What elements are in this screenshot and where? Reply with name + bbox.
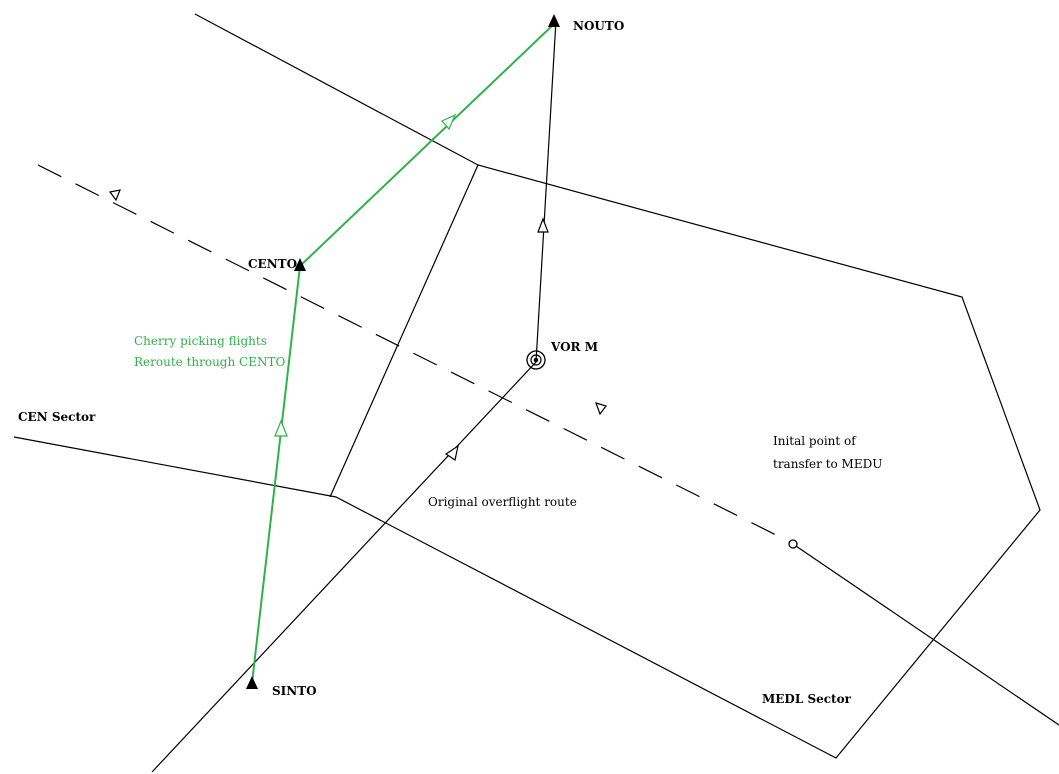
vor-icon (526, 350, 546, 370)
vor-label: VOR M (550, 340, 598, 354)
transfer-line (792, 543, 1059, 726)
original-route (151, 19, 557, 773)
arrow-route-ne-icon (444, 444, 459, 461)
north-boundary (13, 13, 1041, 759)
cento-waypoint-icon (294, 258, 306, 271)
transfer-point-icon (788, 539, 798, 549)
reroute-path (251, 23, 555, 684)
original-route-label: Original overflight route (428, 495, 577, 509)
sinto-label: SINTO (272, 684, 317, 698)
nouto-waypoint-icon (548, 14, 560, 27)
arrow-airway-west-2-icon (595, 402, 607, 416)
nouto-label: NOUTO (573, 19, 624, 33)
transfer-note-line2: transfer to MEDU (773, 457, 882, 471)
medl-sector-label: MEDL Sector (762, 692, 852, 706)
sinto-waypoint-icon (246, 676, 258, 689)
cento-label: CENTO (248, 257, 297, 271)
arrow-green-north-icon (274, 419, 288, 437)
arrow-green-ne-icon (441, 113, 457, 131)
direction-arrows (108, 113, 607, 461)
arrow-route-north-icon (537, 217, 549, 233)
dashed-airway (37, 164, 793, 544)
cherry-picking-note-line1: Cherry picking flights (134, 334, 267, 348)
arrow-airway-west-icon (108, 189, 121, 202)
cherry-picking-note-line2: Reroute through CENTO (134, 355, 285, 369)
cen-sector-label: CEN Sector (18, 410, 96, 424)
transfer-note-line1: Inital point of (773, 434, 857, 448)
inner-sector-divider (329, 164, 479, 498)
sector-boundaries (13, 13, 1059, 759)
